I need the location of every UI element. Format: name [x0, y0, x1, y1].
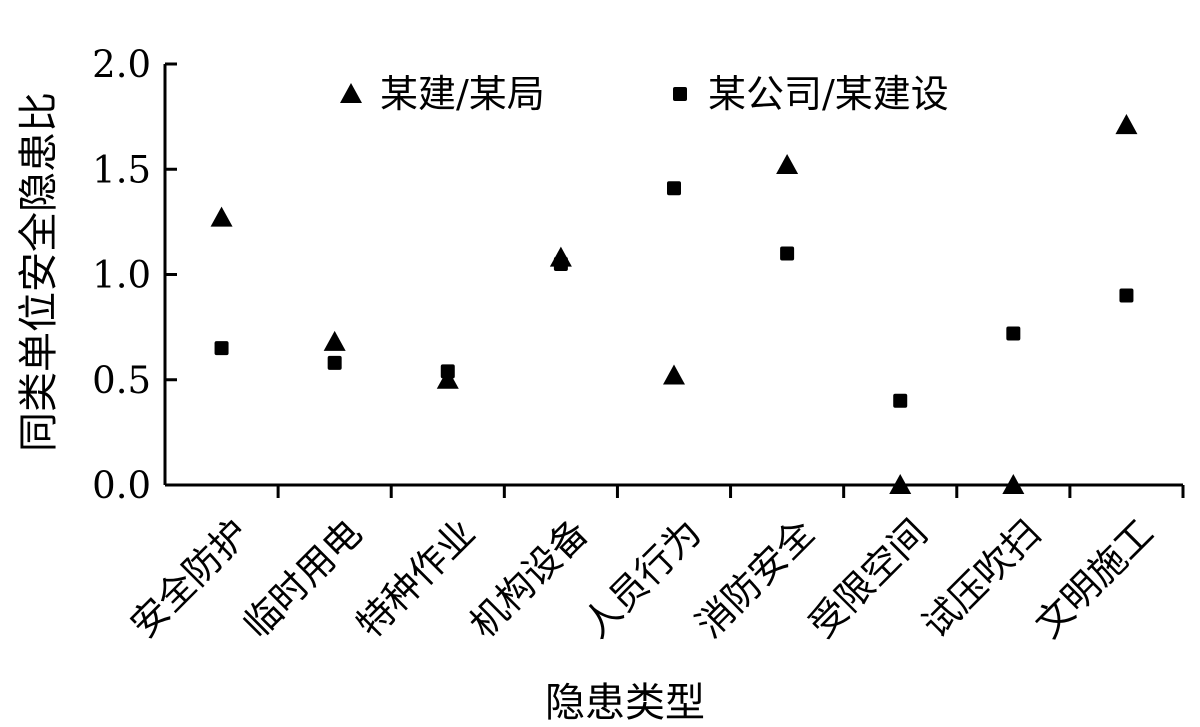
data-point-triangle — [776, 154, 799, 175]
x-tick-label: 安全防护 — [122, 511, 257, 646]
data-point-square — [667, 181, 681, 196]
data-point-square — [327, 355, 342, 370]
y-tick-labels: 0.0 0.5 1.0 1.5 2.0 — [92, 43, 151, 507]
x-tick-label: 受限空间 — [801, 511, 936, 646]
data-point-square — [1119, 288, 1134, 303]
y-tick-label: 2.0 — [92, 43, 151, 86]
data-point-square — [893, 393, 908, 408]
data-point-square — [780, 246, 795, 261]
data-point-triangle — [663, 364, 685, 385]
legend-label: 某建/某局 — [380, 72, 545, 116]
axes — [163, 64, 1183, 487]
data-point-square — [214, 341, 229, 356]
data-point-triangle — [210, 206, 233, 227]
x-tick-label: 机构设备 — [461, 511, 596, 646]
legend-label: 某公司/某建设 — [708, 72, 949, 116]
data-points — [210, 114, 1138, 495]
legend-marker-triangle — [340, 83, 362, 104]
y-axis-label: 同类单位安全隐患比 — [16, 92, 62, 452]
data-point-triangle — [1002, 474, 1025, 495]
data-point-square — [1006, 326, 1021, 341]
data-point-square — [553, 256, 568, 271]
data-point-triangle — [1115, 114, 1138, 135]
data-point-triangle — [889, 474, 912, 495]
x-tick-label: 消防安全 — [688, 511, 823, 646]
x-tick-label: 文明施工 — [1027, 511, 1162, 646]
legend: 某建/某局 某公司/某建设 — [340, 72, 949, 116]
x-axis-label: 隐患类型 — [545, 680, 705, 726]
y-tick-label: 1.0 — [92, 254, 151, 297]
data-point-triangle — [323, 330, 346, 351]
x-tick-label: 特种作业 — [348, 511, 483, 646]
data-point-square — [440, 364, 455, 379]
tick-marks — [165, 62, 1185, 498]
legend-marker-square — [673, 87, 687, 101]
y-tick-label: 0.0 — [92, 464, 151, 507]
y-tick-label: 0.5 — [92, 359, 151, 402]
y-tick-label: 1.5 — [92, 148, 151, 191]
x-tick-label: 临时用电 — [235, 511, 370, 646]
x-tick-label: 试压吹扫 — [914, 511, 1049, 646]
x-tick-label: 人员行为 — [575, 511, 710, 646]
data-point-triangle — [436, 368, 459, 389]
